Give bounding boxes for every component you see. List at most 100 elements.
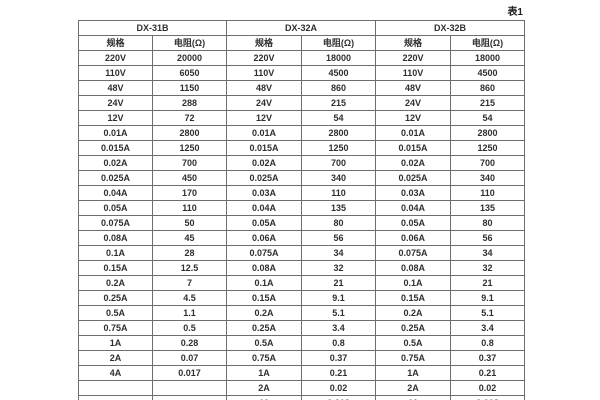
- table-cell: 0.5A: [78, 305, 153, 321]
- table-cell: 0.8: [450, 335, 526, 351]
- table-cell: 0.018: [301, 395, 377, 400]
- table-cell: 0.015A: [375, 140, 452, 156]
- table-cell: 0.15A: [375, 290, 452, 306]
- table-cell: 0.02A: [226, 155, 303, 171]
- table-cell: 18000: [301, 50, 377, 66]
- table-cell: 4.5: [151, 290, 228, 306]
- table-cell: 72: [151, 110, 228, 126]
- table-cell: 0.015A: [78, 140, 153, 156]
- table-cell: 0.04A: [78, 185, 153, 201]
- table-row: 2A 0.02 2A 0.02: [78, 380, 526, 396]
- table-cell: [78, 395, 153, 400]
- table-cell: 110V: [226, 65, 303, 81]
- table-cell: 56: [450, 230, 526, 246]
- table-cell: 3.4: [301, 320, 377, 336]
- table-cell: 0.02: [301, 380, 377, 396]
- table-cell: 340: [301, 170, 377, 186]
- table-cell: 21: [450, 275, 526, 291]
- table-cell: 0.1A: [226, 275, 303, 291]
- table-cell: 12V: [375, 110, 452, 126]
- table-cell: 4500: [450, 65, 526, 81]
- table-row: 0.15A 12.5 0.08A 32 0.08A 32: [78, 260, 526, 276]
- table-row: 4A 0.017 1A 0.21 1A 0.21: [78, 365, 526, 381]
- table-cell: 0.37: [450, 350, 526, 366]
- table-cell: 2A: [375, 380, 452, 396]
- table-cell: 0.01A: [375, 125, 452, 141]
- table-cell: 5.1: [301, 305, 377, 321]
- table-cell: 110: [450, 185, 526, 201]
- table-cell: 48V: [78, 80, 153, 96]
- table-body: 220V 20000 220V 18000 220V 18000 110V 6050 110V 4…: [78, 50, 526, 400]
- table-cell: 45: [151, 230, 228, 246]
- col-header-resistance: 电阻(Ω): [450, 35, 526, 51]
- table-cell: 3.4: [450, 320, 526, 336]
- group-header-dx31b: DX-31B: [77, 20, 228, 36]
- table-cell: 700: [301, 155, 377, 171]
- table-cell: 0.08A: [375, 260, 452, 276]
- col-header-spec: 规格: [226, 35, 303, 51]
- table-cell: 0.075A: [375, 245, 452, 261]
- table-cell: 12V: [78, 110, 153, 126]
- table-row: 0.25A 4.5 0.15A 9.1 0.15A 9.1: [78, 290, 526, 306]
- table-cell: 5.1: [450, 305, 526, 321]
- table-row: 2A 0.07 0.75A 0.37 0.75A 0.37: [78, 350, 526, 366]
- table-cell: 32: [450, 260, 526, 276]
- table-cell: 0.017: [151, 365, 228, 381]
- table-cell: 0.28: [151, 335, 228, 351]
- col-header-resistance: 电阻(Ω): [151, 35, 228, 51]
- table-row: 1A 0.28 0.5A 0.8 0.5A 0.8: [78, 335, 526, 351]
- table-cell: 0.05A: [78, 200, 153, 216]
- table-cell: 700: [450, 155, 526, 171]
- table-cell: 110V: [375, 65, 452, 81]
- table-cell: 2A: [226, 380, 303, 396]
- table-row: 220V 20000 220V 18000 220V 18000: [78, 50, 526, 66]
- table-cell: 1250: [450, 140, 526, 156]
- table-cell: 50: [151, 215, 228, 231]
- table-head: DX-31B DX-32A DX-32B 规格 电阻(Ω) 规格 电阻(Ω) 规…: [77, 20, 526, 51]
- table-cell: 0.04A: [375, 200, 452, 216]
- table-row: 0.5A 1.1 0.2A 5.1 0.2A 5.1: [78, 305, 526, 321]
- table-cell: 0.15A: [78, 260, 153, 276]
- table-cell: 860: [301, 80, 377, 96]
- table-cell: 0.75A: [78, 320, 153, 336]
- table-cell: 1250: [151, 140, 228, 156]
- table-row: 0.05A 110 0.04A 135 0.04A 135: [78, 200, 526, 216]
- table-row: 110V 6050 110V 4500 110V 4500: [78, 65, 526, 81]
- table-cell: 1A: [78, 335, 153, 351]
- table-cell: 700: [151, 155, 228, 171]
- table-row: 0.075A 50 0.05A 80 0.05A 80: [78, 215, 526, 231]
- table-cell: 2800: [151, 125, 228, 141]
- table-row: 0.025A 450 0.025A 340 0.025A 340: [78, 170, 526, 186]
- table-cell: 0.8: [301, 335, 377, 351]
- table-cell: 0.075A: [78, 215, 153, 231]
- table-cell: 0.02A: [78, 155, 153, 171]
- table-row: 0.1A 28 0.075A 34 0.075A 34: [78, 245, 526, 261]
- table-cell: 4A: [78, 365, 153, 381]
- table-cell: 0.02A: [375, 155, 452, 171]
- table-cell: 220V: [78, 50, 153, 66]
- table-cell: 1A: [375, 365, 452, 381]
- table-cell: 54: [450, 110, 526, 126]
- table-cell: 34: [450, 245, 526, 261]
- table-cell: 48V: [226, 80, 303, 96]
- table-cell: 215: [450, 95, 526, 111]
- table-cell: 0.03A: [226, 185, 303, 201]
- table-cell: [151, 380, 228, 396]
- table-cell: 9.1: [301, 290, 377, 306]
- table-cell: 0.025A: [226, 170, 303, 186]
- table-cell: 4500: [301, 65, 377, 81]
- table-cell: 0.02: [450, 380, 526, 396]
- table-cell: [78, 380, 153, 396]
- column-header-row: 规格 电阻(Ω) 规格 电阻(Ω) 规格 电阻(Ω): [78, 35, 526, 51]
- table-row: 12V 72 12V 54 12V 54: [78, 110, 526, 126]
- table-cell: 1.1: [151, 305, 228, 321]
- table-cell: 34: [301, 245, 377, 261]
- table-row: 0.75A 0.5 0.25A 3.4 0.25A 3.4: [78, 320, 526, 336]
- resistance-spec-table: DX-31B DX-32A DX-32B 规格 电阻(Ω) 规格 电阻(Ω) 规…: [77, 20, 526, 400]
- table-cell: 1150: [151, 80, 228, 96]
- table-cell: 0.01A: [226, 125, 303, 141]
- col-header-resistance: 电阻(Ω): [301, 35, 377, 51]
- table-cell: 0.025A: [78, 170, 153, 186]
- table-cell: 18000: [450, 50, 526, 66]
